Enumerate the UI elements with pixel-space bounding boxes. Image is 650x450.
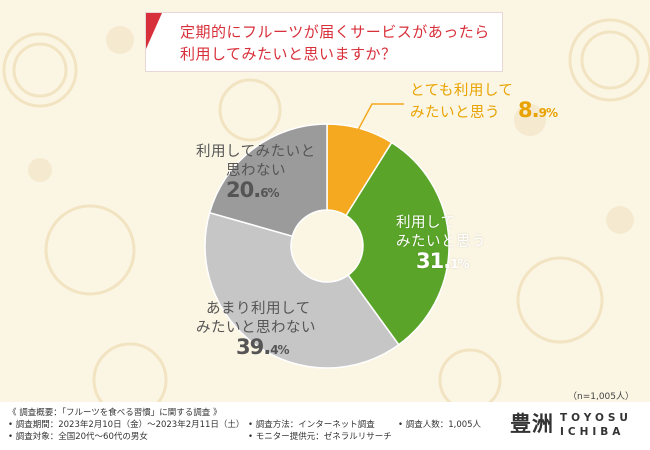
label-willing-line2: みたいと思う [396, 234, 486, 250]
pct-not-willing-dec: 6% [260, 186, 279, 200]
pct-not-very-willing-dec: 4% [270, 343, 289, 357]
survey-count: • 調査人数：1,005人 [398, 420, 482, 430]
label-not-very-willing-line2: みたいと思わない [196, 320, 316, 336]
label-very-willing-line2: みたいと思う [410, 105, 500, 121]
slice-not-willing [208, 123, 328, 238]
survey-overview: 《 調査概要：「フルーツを食べる習慣」に関する調査 》 [8, 408, 222, 418]
pct-very-willing-int: 8. [518, 98, 540, 122]
label-not-willing: 利用してみたいと 思わない 20.6% [196, 143, 316, 203]
sample-size-note: （n=1,005人） [567, 392, 634, 402]
title-line-1: 定期的にフルーツが届くサービスがあったら [180, 23, 490, 41]
survey-period: • 調査期間：2023年2月10日（金）〜2023年2月11日（土） [8, 420, 245, 430]
title-box: 定期的にフルーツが届くサービスがあったら 利用してみたいと思いますか？ [145, 12, 503, 72]
survey-method: • 調査方法：インターネット調査 [248, 420, 375, 430]
title-line-2: 利用してみたいと思いますか？ [180, 45, 397, 63]
title-accent-triangle [146, 13, 162, 49]
leader-line-very-willing [357, 103, 404, 131]
label-willing: 利用して みたいと思う 31.1% [396, 214, 486, 274]
logo-kanji: 豊洲 [510, 412, 554, 436]
pct-not-very-willing-int: 39. [236, 335, 271, 359]
label-very-willing: とても利用して みたいと思う 8.9% [410, 82, 558, 123]
chart-title: 定期的にフルーツが届くサービスがあったら 利用してみたいと思いますか？ [180, 21, 494, 65]
logo-en-line1: TOYOSU [560, 412, 632, 424]
pct-not-willing-int: 20. [226, 178, 261, 202]
logo-en-line2: ICHIBA [560, 426, 625, 438]
slice-not-very-willing [204, 211, 400, 369]
survey-footer: 《 調査概要：「フルーツを食べる習慣」に関する調査 》 • 調査期間：2023年… [0, 402, 650, 450]
label-not-very-willing-line1: あまり利用して [206, 301, 311, 317]
label-very-willing-line1: とても利用して [410, 83, 514, 99]
pct-very-willing-dec: 9% [538, 106, 558, 120]
label-not-very-willing: あまり利用して みたいと思わない 39.4% [196, 300, 316, 360]
label-not-willing-line2: 思わない [226, 163, 286, 179]
slice-willing [345, 141, 450, 346]
pct-willing-int: 31. [416, 249, 451, 273]
label-not-willing-line1: 利用してみたいと [196, 144, 316, 160]
pct-willing-dec: 1% [450, 257, 469, 271]
survey-target: • 調査対象：全国20代〜60代の男女 [8, 432, 148, 442]
label-willing-line1: 利用して [396, 215, 456, 231]
survey-monitor: • モニター提供元：ゼネラルリサーチ [248, 432, 392, 442]
